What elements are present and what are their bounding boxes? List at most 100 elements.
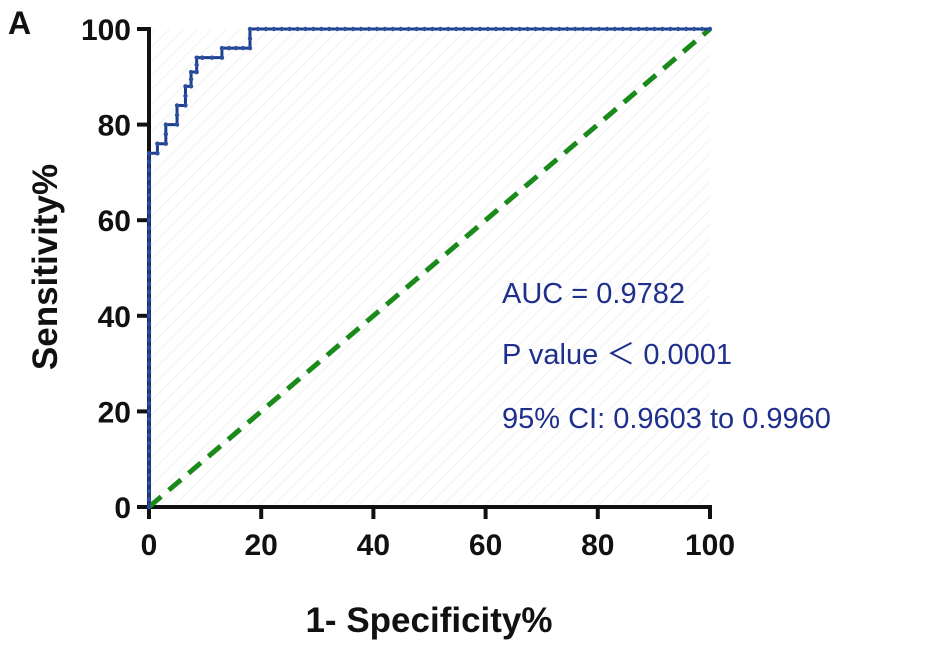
roc-point <box>549 26 554 32</box>
panel-label: A <box>8 5 31 41</box>
roc-point <box>194 55 199 60</box>
roc-point <box>311 26 316 32</box>
roc-point <box>146 209 152 215</box>
x-tick-label: 0 <box>141 529 158 562</box>
roc-point <box>446 26 451 32</box>
roc-point <box>194 62 199 68</box>
roc-point <box>146 249 152 255</box>
roc-point <box>146 393 152 398</box>
roc-point <box>183 84 188 89</box>
roc-point <box>146 159 152 164</box>
roc-point <box>485 26 491 32</box>
y-tick-label: 20 <box>98 396 131 429</box>
roc-point <box>517 26 522 32</box>
roc-point <box>174 103 180 108</box>
roc-point <box>430 26 435 32</box>
roc-point <box>188 76 194 82</box>
roc-point <box>319 26 324 32</box>
roc-point <box>146 167 152 173</box>
y-tick-label: 100 <box>81 14 131 47</box>
roc-point <box>146 480 152 486</box>
roc-point <box>398 26 403 32</box>
roc-point <box>628 26 633 32</box>
roc-point <box>438 26 443 32</box>
roc-point <box>174 112 180 118</box>
roc-point <box>707 26 713 32</box>
roc-point <box>422 26 427 32</box>
x-tick-label: 40 <box>357 529 390 562</box>
roc-point <box>146 417 152 422</box>
roc-point <box>580 26 586 32</box>
roc-point <box>146 377 152 382</box>
roc-point <box>350 26 356 32</box>
x-axis-label: 1- Specificity% <box>305 601 552 640</box>
roc-point <box>146 201 152 206</box>
roc-point <box>146 257 152 263</box>
roc-point <box>342 26 348 32</box>
roc-point <box>684 26 689 32</box>
roc-point <box>146 192 152 198</box>
roc-point <box>183 103 188 108</box>
x-tick-label: 80 <box>581 529 614 562</box>
roc-point <box>382 26 388 32</box>
roc-point <box>509 26 514 32</box>
roc-point <box>146 329 152 334</box>
p-value-annotation: P value ＜ 0.0001 <box>502 339 732 371</box>
roc-point <box>155 151 160 156</box>
roc-point <box>247 36 253 41</box>
roc-point <box>226 45 232 51</box>
roc-point <box>493 26 499 32</box>
roc-point <box>146 472 152 478</box>
roc-point <box>219 45 225 51</box>
x-axis-ticks: 0 20 40 60 80 100 <box>141 507 735 562</box>
roc-point <box>146 151 152 156</box>
roc-point <box>146 184 152 189</box>
roc-point <box>287 26 292 32</box>
roc-point <box>541 26 546 32</box>
roc-point <box>636 26 641 32</box>
roc-point <box>358 26 364 32</box>
y-axis-label: Sensitivity% <box>26 164 65 370</box>
roc-point <box>533 26 538 32</box>
roc-point <box>335 26 340 32</box>
roc-point <box>263 26 269 32</box>
roc-point <box>146 281 152 287</box>
roc-point <box>668 26 673 32</box>
roc-point <box>271 26 276 32</box>
roc-point <box>188 84 194 89</box>
roc-point <box>279 26 284 32</box>
roc-point <box>146 385 152 390</box>
roc-point <box>295 26 300 32</box>
roc-point <box>660 26 665 32</box>
roc-point <box>209 55 215 60</box>
roc-point <box>469 26 475 32</box>
roc-point <box>146 265 152 271</box>
roc-point <box>146 176 152 181</box>
roc-point <box>163 122 169 127</box>
roc-point <box>604 26 610 32</box>
x-tick-label: 60 <box>469 529 502 562</box>
roc-point <box>596 26 602 32</box>
roc-point <box>146 337 152 342</box>
y-axis-ticks: 0 20 40 60 80 100 <box>81 14 149 525</box>
roc-point <box>612 26 618 32</box>
roc-point <box>374 26 380 32</box>
roc-point <box>146 273 152 279</box>
roc-point <box>146 361 152 366</box>
roc-point <box>174 122 180 127</box>
roc-point <box>255 26 261 32</box>
roc-point <box>146 433 152 438</box>
roc-point <box>146 425 152 430</box>
roc-point <box>565 26 570 32</box>
y-tick-label: 0 <box>114 492 131 525</box>
roc-point <box>477 26 483 32</box>
roc-point <box>247 45 253 51</box>
roc-point <box>155 141 160 146</box>
roc-point <box>327 26 332 32</box>
roc-point <box>691 26 697 32</box>
roc-point <box>146 496 152 502</box>
roc-point <box>146 313 152 318</box>
roc-point <box>461 26 467 32</box>
roc-point <box>366 26 372 32</box>
